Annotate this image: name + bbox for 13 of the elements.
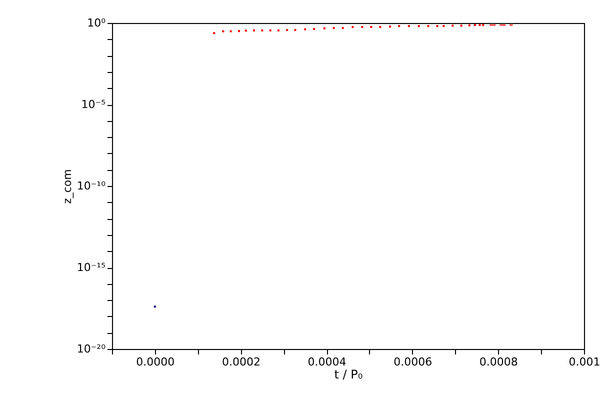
x-tick-label: 0.0008: [479, 356, 518, 368]
y-tick-label: 10⁻¹⁵: [76, 261, 106, 274]
x-tick-label: 0.0000: [136, 356, 175, 368]
x-tick-label: 0.0006: [394, 356, 432, 368]
x-axis-title: t / P₀: [334, 368, 363, 382]
y-tick-label: 10⁻¹⁰: [76, 180, 106, 192]
x-tick-label: 0.0002: [222, 356, 260, 368]
x-tick-label: 0.001: [568, 356, 600, 368]
x-tick-label: 0.0004: [308, 356, 346, 368]
y-tick-label: 10⁻²⁰: [76, 342, 106, 356]
y-axis-title: z_com: [60, 169, 74, 204]
y-tick-label: 10⁰: [87, 16, 106, 30]
y-tick-label: 10⁻⁵: [81, 98, 106, 111]
